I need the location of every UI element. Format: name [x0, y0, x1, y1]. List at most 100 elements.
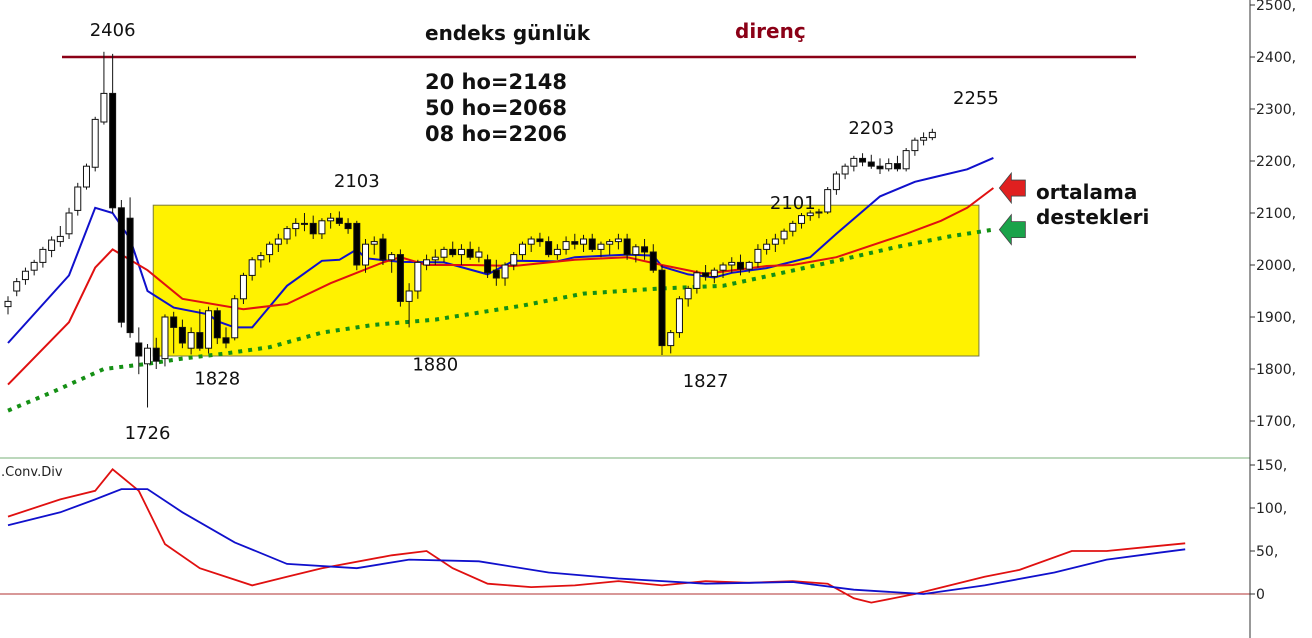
- candle: [396, 254, 404, 302]
- indicator-series-2: [7, 488, 1186, 595]
- candle: [824, 189, 832, 213]
- candle: [719, 264, 727, 271]
- candle: [274, 238, 282, 245]
- candle: [632, 246, 640, 256]
- candle: [283, 228, 291, 240]
- candle: [510, 254, 518, 266]
- candle: [222, 337, 230, 344]
- candle: [414, 261, 422, 292]
- candle: [4, 300, 12, 308]
- y-tick-label: 1900,: [1256, 310, 1296, 326]
- candle: [231, 298, 239, 339]
- candle: [21, 270, 29, 281]
- candle: [379, 238, 387, 261]
- candle: [388, 254, 396, 261]
- candle: [213, 310, 221, 339]
- candle: [91, 118, 99, 168]
- candle: [675, 298, 683, 334]
- candle: [362, 243, 370, 266]
- candle: [553, 248, 561, 256]
- candle: [466, 248, 474, 258]
- candle: [13, 281, 21, 292]
- candle: [327, 217, 335, 222]
- candle: [841, 165, 849, 175]
- candle: [501, 264, 509, 279]
- candle: [545, 241, 553, 256]
- candle: [74, 186, 82, 211]
- candle: [780, 230, 788, 240]
- candle: [876, 165, 884, 170]
- candle: [144, 347, 152, 365]
- price-annotation: 1880: [412, 355, 458, 376]
- candle: [789, 222, 797, 232]
- candle: [431, 256, 439, 261]
- price-annotation: 2101: [770, 193, 816, 214]
- arrow-icon: [998, 171, 1026, 205]
- candle: [300, 222, 308, 225]
- candle: [423, 259, 431, 266]
- price-annotation: 1828: [194, 369, 240, 390]
- candle: [763, 243, 771, 250]
- chart-title: endeks günlük: [425, 21, 591, 45]
- candle: [798, 215, 806, 224]
- candle: [205, 310, 213, 349]
- candle: [580, 238, 588, 245]
- ma-info-line: 08 ho=2206: [425, 122, 567, 146]
- candle: [56, 235, 64, 243]
- y-tick-label: 2100,: [1256, 206, 1296, 222]
- y-tick-label: 2000,: [1256, 258, 1296, 274]
- candle: [806, 212, 814, 217]
- y-tick-label: 1800,: [1256, 362, 1296, 378]
- candle: [353, 222, 361, 266]
- price-annotation: 2255: [953, 88, 999, 109]
- candle: [135, 342, 143, 357]
- candle: [187, 332, 195, 349]
- candle: [370, 241, 378, 245]
- candle: [885, 163, 893, 170]
- candle: [109, 92, 117, 209]
- y-tick-label: 2400,: [1256, 50, 1296, 66]
- candle: [667, 332, 675, 347]
- candle: [266, 243, 274, 256]
- candle: [641, 246, 649, 253]
- ma-info-line: 50 ho=2068: [425, 96, 567, 120]
- candle: [39, 248, 47, 263]
- candle: [126, 217, 134, 334]
- candle: [518, 243, 526, 256]
- ma-line-ma50: [7, 227, 994, 413]
- candle: [117, 207, 125, 323]
- candle: [571, 241, 579, 245]
- price-annotation: 1827: [683, 371, 729, 392]
- candle: [832, 173, 840, 191]
- candle: [82, 165, 90, 188]
- candle: [335, 217, 343, 224]
- candle: [161, 316, 169, 360]
- consolidation-box: [152, 204, 980, 357]
- candle: [248, 259, 256, 276]
- candle: [457, 248, 465, 256]
- candle: [449, 248, 457, 256]
- candle: [309, 222, 317, 235]
- candle: [710, 269, 718, 277]
- candle: [850, 157, 858, 167]
- candle: [702, 272, 710, 277]
- candle: [527, 238, 535, 245]
- candle: [562, 241, 570, 250]
- candle: [344, 222, 352, 230]
- candle: [902, 150, 910, 170]
- y-tick-label: 2300,: [1256, 102, 1296, 118]
- indicator-series-1: [7, 468, 1186, 604]
- indicator-y-tick-label: 0: [1256, 587, 1265, 603]
- candle: [196, 332, 204, 349]
- candle: [588, 238, 596, 250]
- price-annotation: 2406: [90, 20, 136, 41]
- resistance-label: direnç: [735, 19, 806, 43]
- ma-line-ma20: [7, 187, 995, 386]
- candle: [623, 238, 631, 256]
- arrow-icon: [998, 213, 1026, 246]
- candle: [658, 269, 666, 347]
- support-label: destekleri: [1036, 205, 1149, 229]
- candle: [614, 238, 622, 243]
- candle: [178, 326, 186, 344]
